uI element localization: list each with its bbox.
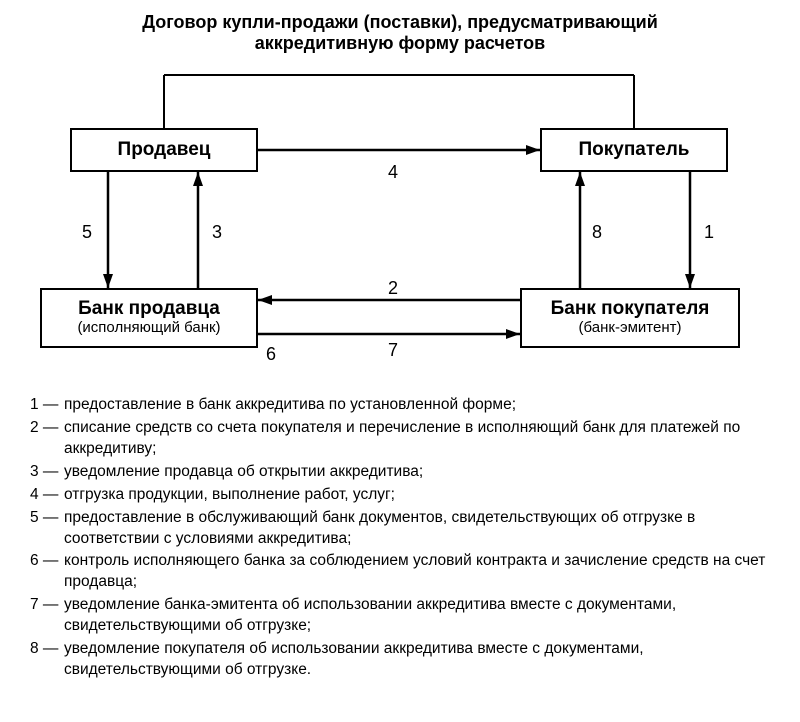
node-buyer-label: Покупатель <box>578 140 689 161</box>
title-line1: Договор купли-продажи (поставки), предус… <box>100 12 700 33</box>
title-line2: аккредитивную форму расчетов <box>100 33 700 54</box>
legend-row-7: 7 —уведомление банка-эмитента об использ… <box>30 595 770 637</box>
edge-label-2: 2 <box>388 278 398 299</box>
legend-row-5: 5 —предоставление в обслуживающий банк д… <box>30 508 770 550</box>
legend-text: предоставление в обслуживающий банк доку… <box>64 508 770 550</box>
legend-row-1: 1 —предоставление в банк аккредитива по … <box>30 395 770 416</box>
node-buyer: Покупатель <box>540 128 728 172</box>
node-buyer-bank-sub: (банк-эмитент) <box>579 320 682 337</box>
node-seller-bank-sub: (исполняющий банк) <box>77 320 220 337</box>
node-seller-bank: Банк продавца (исполняющий банк) <box>40 288 258 348</box>
edge-label-3: 3 <box>212 222 222 243</box>
legend-num: 3 — <box>30 462 64 483</box>
diagram-canvas: Договор купли-продажи (поставки), предус… <box>0 0 800 722</box>
legend-num: 6 — <box>30 551 64 593</box>
node-seller: Продавец <box>70 128 258 172</box>
edge-label-7: 7 <box>388 340 398 361</box>
node-buyer-bank-label: Банк покупателя <box>551 299 710 320</box>
node-seller-bank-label: Банк продавца <box>78 299 220 320</box>
legend-text: уведомление банка-эмитента об использова… <box>64 595 770 637</box>
node-seller-label: Продавец <box>118 140 211 161</box>
legend-num: 7 — <box>30 595 64 637</box>
legend: 1 —предоставление в банк аккредитива по … <box>30 395 770 683</box>
edge-label-1: 1 <box>704 222 714 243</box>
node-buyer-bank: Банк покупателя (банк-эмитент) <box>520 288 740 348</box>
legend-text: предоставление в банк аккредитива по уст… <box>64 395 770 416</box>
legend-num: 5 — <box>30 508 64 550</box>
edge-label-4: 4 <box>388 162 398 183</box>
legend-text: списание средств со счета покупателя и п… <box>64 418 770 460</box>
legend-num: 4 — <box>30 485 64 506</box>
legend-text: отгрузка продукции, выполнение работ, ус… <box>64 485 770 506</box>
edge-label-5: 5 <box>82 222 92 243</box>
edge-label-6: 6 <box>266 344 276 365</box>
legend-row-6: 6 —контроль исполняющего банка за соблюд… <box>30 551 770 593</box>
legend-row-3: 3 —уведомление продавца об открытии аккр… <box>30 462 770 483</box>
legend-text: уведомление продавца об открытии аккреди… <box>64 462 770 483</box>
legend-num: 2 — <box>30 418 64 460</box>
legend-num: 1 — <box>30 395 64 416</box>
legend-row-8: 8 —уведомление покупателя об использован… <box>30 639 770 681</box>
legend-row-2: 2 —списание средств со счета покупателя … <box>30 418 770 460</box>
edge-label-8: 8 <box>592 222 602 243</box>
legend-text: уведомление покупателя об использовании … <box>64 639 770 681</box>
legend-num: 8 — <box>30 639 64 681</box>
diagram-title: Договор купли-продажи (поставки), предус… <box>100 12 700 54</box>
legend-text: контроль исполняющего банка за соблюдени… <box>64 551 770 593</box>
legend-row-4: 4 —отгрузка продукции, выполнение работ,… <box>30 485 770 506</box>
